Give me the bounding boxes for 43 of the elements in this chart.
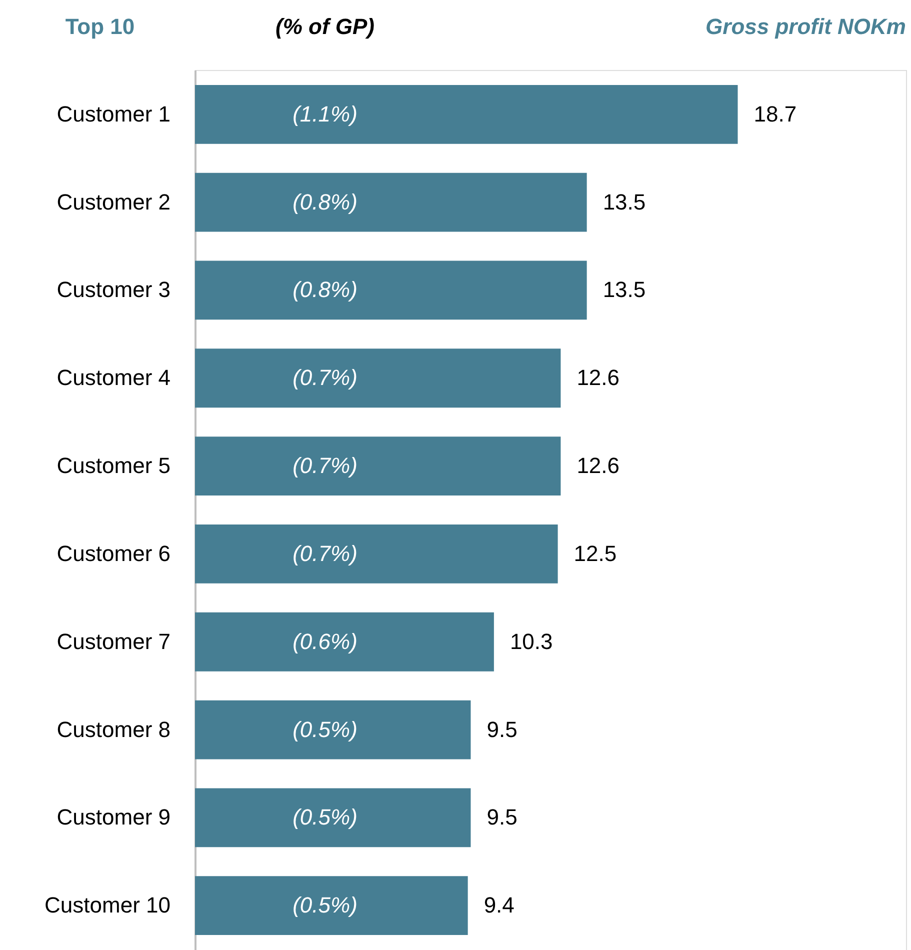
bar [195,876,468,936]
annotation: (0.8%) [292,189,358,214]
text: (% of GP) [276,14,374,39]
data-label: 12.6 [576,365,620,390]
data-label: 18.7 [754,101,797,126]
y-tick-label: Customer 1 [56,101,170,126]
annotation: (0.7%) [292,540,358,566]
data-label: 9.5 [486,804,518,830]
y-tick-label: Customer 8 [56,716,170,742]
data-label: 9.4 [484,892,514,918]
annotation: (0.7%) [292,365,358,390]
annotation: (0.5%) [292,892,358,918]
y-tick-label: Customer 3 [56,277,170,302]
bar [195,612,494,672]
data-label: 10.3 [510,628,553,654]
y-tick-label: Customer 6 [56,540,170,566]
bar [195,436,561,496]
annotation: (0.7%) [292,453,358,478]
bar [195,172,587,232]
y-tick-label: Customer 5 [56,453,170,478]
y-tick-label: Customer 4 [56,365,170,390]
data-label: 12.6 [576,453,620,478]
data-label: 13.5 [602,277,646,302]
y-tick-label: Customer 9 [56,804,170,830]
data-label: 9.5 [486,716,518,742]
bar [195,524,558,584]
bar [195,348,561,408]
y-tick-label: Customer 7 [56,628,170,654]
y-tick-label: Customer 2 [56,189,170,214]
annotation: (0.8%) [292,277,358,302]
data-label: 12.5 [574,540,617,566]
bar [195,84,738,144]
annotation: (1.1%) [292,101,358,126]
data-label: 13.5 [602,189,646,214]
bar [195,700,471,760]
chart-title: Top 10 [65,14,135,39]
annotation: (0.5%) [292,804,358,830]
x-axis-title: Gross profit NOKm [706,14,906,39]
bar [195,788,471,848]
annotation: (0.5%) [292,716,358,742]
y-tick-label: Customer 10 [44,892,170,918]
bar [195,260,587,320]
annotation: (0.6%) [292,628,358,654]
